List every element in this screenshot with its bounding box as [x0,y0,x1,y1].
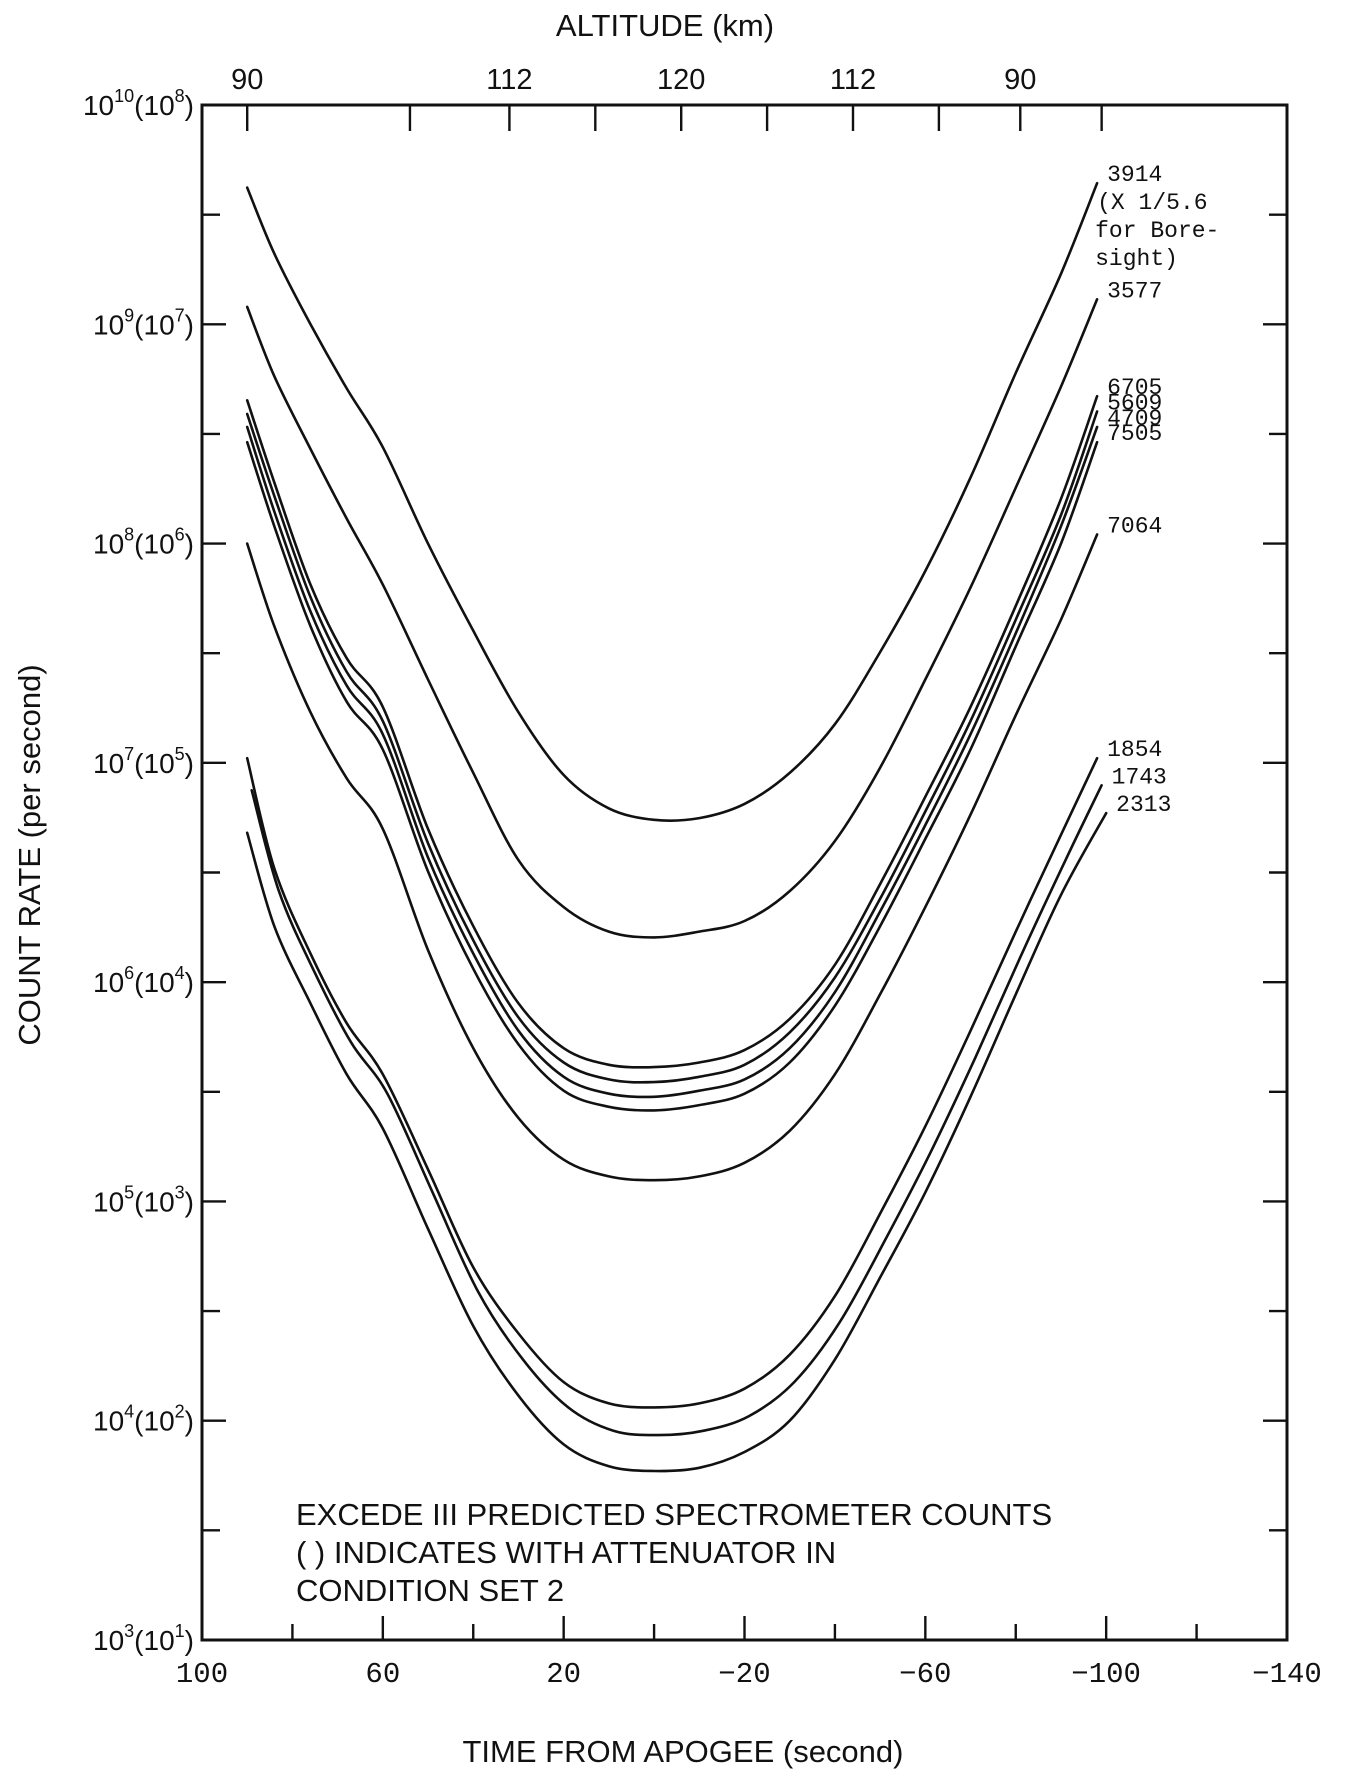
series-label-1743: 1743 [1112,764,1167,790]
series-label-line: 2313 [1116,792,1171,818]
series-label-line: sight) [1095,246,1178,272]
chart-annotation: EXCEDE III PREDICTED SPECTROMETER COUNTS… [296,1497,1052,1608]
annotation-line: CONDITION SET 2 [296,1573,564,1608]
y-tick-label-part: 3 [175,1182,185,1202]
annotation-line: ( ) INDICATES WITH ATTENUATOR IN [296,1535,836,1570]
y-tick-label-part: 10 [93,748,124,779]
series-curves [247,183,1106,1471]
y-tick-label-part: 10 [114,86,134,106]
y-tick-label-part: 1 [175,1621,185,1641]
x-tick-label: −100 [1071,1658,1141,1691]
series-label-1854: 1854 [1107,737,1162,763]
y-tick-label-part: 6 [175,525,185,545]
y-tick-label-part: ) [185,1186,194,1217]
series-label-line: (X 1/5.6 [1097,190,1207,216]
y-tick-label: 109(107) [93,305,194,340]
series-label-line: 1854 [1107,737,1162,763]
y-tick-label-part: 10 [93,1406,124,1437]
y-tick-label-part: 10 [144,1406,175,1437]
series-line-7505 [247,442,1097,1110]
series-label-line: 1743 [1112,764,1167,790]
y-tick-label-part: 10 [144,1186,175,1217]
series-label-line: 3914 [1107,162,1162,188]
series-label-3914: 3914 (X 1/5.6 for Bore-sight) [1095,162,1219,272]
y-tick-label-part: 10 [144,1625,175,1656]
y-tick-label-part: 10 [83,90,114,121]
series-label-line: 3577 [1107,278,1162,304]
y-tick-label-part: 4 [124,1402,134,1422]
series-line-3577 [247,299,1097,937]
y-tick-label-part: 10 [93,529,124,560]
y-tick-label-part: 10 [93,1186,124,1217]
y-tick-label: 104(102) [93,1402,194,1437]
y-tick-label-part: 7 [175,305,185,325]
y-axis-title: COUNT RATE (per second) [12,664,47,1045]
y-tick-label-part: 10 [144,90,175,121]
y-tick-label-part: 8 [175,86,185,106]
y-tick-label-part: 8 [124,525,134,545]
y-tick-label-part: 10 [144,967,175,998]
x-tick-label: 60 [365,1658,400,1691]
series-label-line: 7505 [1107,421,1162,447]
y-tick-label: 108(106) [93,525,194,560]
plot-frame [202,105,1287,1640]
y-tick-label: 103(101) [93,1621,194,1656]
x-axis-title: TIME FROM APOGEE (second) [463,1734,904,1769]
y-tick-label-part: ) [185,967,194,998]
y-tick-label-part: 6 [124,963,134,983]
altitude-tick-label: 112 [486,64,532,96]
y-tick-label-part: 10 [93,309,124,340]
y-tick-label-part: 9 [124,305,134,325]
series-labels: 3914 (X 1/5.6 for Bore-sight) 3577 670556094… [1095,162,1219,818]
y-tick-label-part: ) [185,1406,194,1437]
y-tick-label-part: 10 [144,309,175,340]
annotation-line: EXCEDE III PREDICTED SPECTROMETER COUNTS [296,1497,1052,1532]
series-line-2313 [247,813,1106,1471]
series-line-5609 [247,412,1097,1083]
y-tick-label-part: ) [185,90,194,121]
y-tick-label-part: 5 [124,1182,134,1202]
series-line-4709 [247,427,1097,1097]
series-label-7505: 7505 [1107,421,1162,447]
y-tick-label-part: 10 [144,529,175,560]
series-line-7064 [247,535,1097,1181]
tick-labels: 100 60 20 −20 −60 −100 −140 90 112 120 112 90 1010(1… [83,64,1322,1691]
axis-ticks [202,105,1287,1640]
series-line-6705 [247,396,1097,1067]
y-tick-label-part: 10 [93,1625,124,1656]
series-label-3577: 3577 [1107,278,1162,304]
x-tick-label: −60 [899,1658,951,1691]
series-label-line: for Bore- [1095,218,1219,244]
series-line-1854 [247,758,1097,1407]
altitude-tick-label: 90 [1004,64,1036,96]
altitude-tick-label: 112 [830,64,876,96]
y-tick-label-part: 5 [175,744,185,764]
y-tick-label-part: 7 [124,744,134,764]
y-tick-label-part: 10 [144,748,175,779]
y-tick-label-part: 3 [124,1621,134,1641]
y-tick-label-part: 2 [175,1402,185,1422]
y-tick-label: 107(105) [93,744,194,779]
altitude-axis-title: ALTITUDE (km) [556,8,774,43]
series-label-7064: 7064 [1107,513,1162,539]
y-tick-label: 1010(108) [83,86,194,121]
y-tick-label: 106(104) [93,963,194,998]
x-tick-label: 100 [176,1658,228,1691]
y-tick-label-part: 4 [175,963,185,983]
y-tick-label-part: ) [185,309,194,340]
y-tick-label-part: ) [185,529,194,560]
altitude-tick-label: 90 [231,64,263,96]
y-tick-label-part: ) [185,1625,194,1656]
x-tick-label: 20 [546,1658,581,1691]
series-label-line: 7064 [1107,513,1162,539]
series-line-1743 [252,785,1102,1435]
series-label-2313: 2313 [1116,792,1171,818]
altitude-tick-label: 120 [657,64,705,96]
x-tick-label: −20 [718,1658,770,1691]
x-tick-label: −140 [1252,1658,1322,1691]
y-tick-label-part: 10 [93,967,124,998]
y-tick-label-part: ) [185,748,194,779]
y-tick-label: 105(103) [93,1182,194,1217]
